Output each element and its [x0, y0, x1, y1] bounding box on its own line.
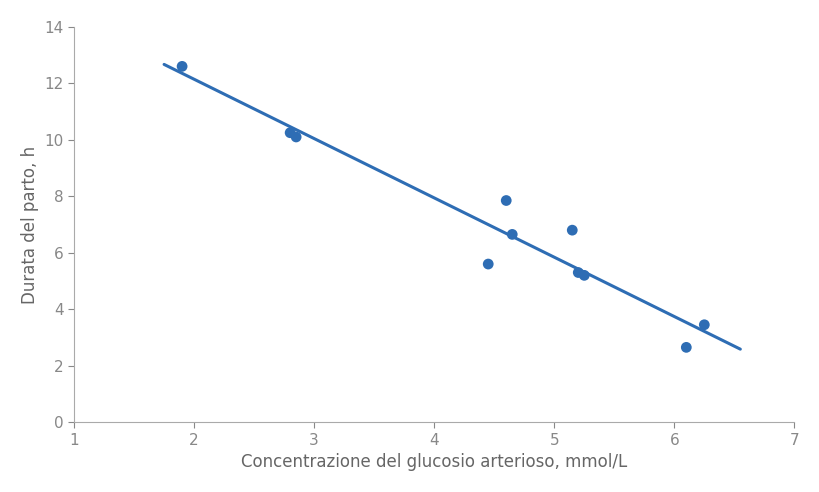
Point [289, 133, 302, 141]
Point [175, 62, 188, 70]
Point [679, 343, 692, 351]
Point [697, 321, 710, 329]
Point [577, 272, 590, 279]
Point [565, 226, 578, 234]
X-axis label: Concentrazione del glucosio arterioso, mmol/L: Concentrazione del glucosio arterioso, m… [241, 453, 627, 471]
Point [481, 260, 494, 268]
Point [505, 230, 518, 238]
Point [499, 197, 512, 205]
Y-axis label: Durata del parto, h: Durata del parto, h [20, 146, 38, 304]
Point [283, 129, 296, 137]
Point [571, 269, 584, 277]
